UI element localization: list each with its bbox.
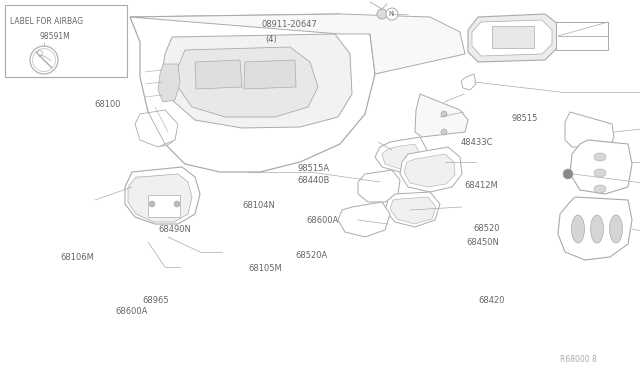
Polygon shape xyxy=(558,197,632,260)
Circle shape xyxy=(30,46,58,74)
Circle shape xyxy=(441,111,447,117)
Polygon shape xyxy=(128,174,192,222)
Text: R68000 8: R68000 8 xyxy=(560,356,596,365)
Text: LABEL FOR AIRBAG: LABEL FOR AIRBAG xyxy=(10,17,83,26)
Text: 68420: 68420 xyxy=(479,296,505,305)
Polygon shape xyxy=(404,154,455,187)
Polygon shape xyxy=(244,60,296,89)
Text: 98591M: 98591M xyxy=(40,32,71,41)
Text: 98515A: 98515A xyxy=(298,164,330,173)
Bar xyxy=(492,26,534,48)
Polygon shape xyxy=(135,110,178,147)
Polygon shape xyxy=(178,47,318,117)
Text: 68600A: 68600A xyxy=(115,307,148,316)
Polygon shape xyxy=(130,14,375,172)
Text: 98515: 98515 xyxy=(512,114,538,123)
Ellipse shape xyxy=(594,185,606,193)
Circle shape xyxy=(148,118,176,146)
Polygon shape xyxy=(125,167,200,224)
Bar xyxy=(148,195,180,217)
Text: 68105M: 68105M xyxy=(248,264,282,273)
Polygon shape xyxy=(390,197,436,224)
Bar xyxy=(556,22,608,50)
Circle shape xyxy=(149,201,155,207)
Text: 68490N: 68490N xyxy=(159,225,191,234)
Circle shape xyxy=(386,8,398,20)
Circle shape xyxy=(377,9,387,19)
Text: 68520: 68520 xyxy=(474,224,500,233)
Text: 68100: 68100 xyxy=(95,100,121,109)
Ellipse shape xyxy=(609,215,623,243)
Polygon shape xyxy=(400,147,462,192)
Ellipse shape xyxy=(594,153,606,161)
Circle shape xyxy=(563,169,573,179)
Circle shape xyxy=(441,129,447,135)
Text: 68520A: 68520A xyxy=(296,251,328,260)
Polygon shape xyxy=(565,112,614,147)
Text: 68106M: 68106M xyxy=(61,253,95,262)
Text: N: N xyxy=(388,11,394,17)
Polygon shape xyxy=(472,20,552,56)
Text: 48433C: 48433C xyxy=(461,138,493,147)
Bar xyxy=(5,5,127,77)
Text: 68600A: 68600A xyxy=(306,216,339,225)
Polygon shape xyxy=(385,192,440,227)
Text: 68965: 68965 xyxy=(142,296,169,305)
Polygon shape xyxy=(570,140,632,194)
Ellipse shape xyxy=(594,169,606,177)
Polygon shape xyxy=(415,94,468,137)
Text: 68412M: 68412M xyxy=(465,181,499,190)
Polygon shape xyxy=(461,74,476,90)
Text: 68440B: 68440B xyxy=(298,176,330,185)
Circle shape xyxy=(33,48,56,71)
Circle shape xyxy=(174,201,180,207)
Polygon shape xyxy=(358,170,400,202)
Polygon shape xyxy=(162,34,352,128)
Circle shape xyxy=(38,51,42,55)
Ellipse shape xyxy=(572,215,584,243)
Text: (4): (4) xyxy=(266,35,277,44)
Ellipse shape xyxy=(591,215,604,243)
Circle shape xyxy=(154,124,170,140)
Polygon shape xyxy=(382,144,420,169)
Polygon shape xyxy=(338,202,390,237)
Polygon shape xyxy=(375,137,428,172)
Text: 08911-20647: 08911-20647 xyxy=(261,20,317,29)
Polygon shape xyxy=(158,64,180,102)
Text: 68450N: 68450N xyxy=(466,238,499,247)
Polygon shape xyxy=(195,60,242,89)
Text: 68104N: 68104N xyxy=(242,201,275,210)
Polygon shape xyxy=(468,14,558,62)
Polygon shape xyxy=(130,14,465,74)
